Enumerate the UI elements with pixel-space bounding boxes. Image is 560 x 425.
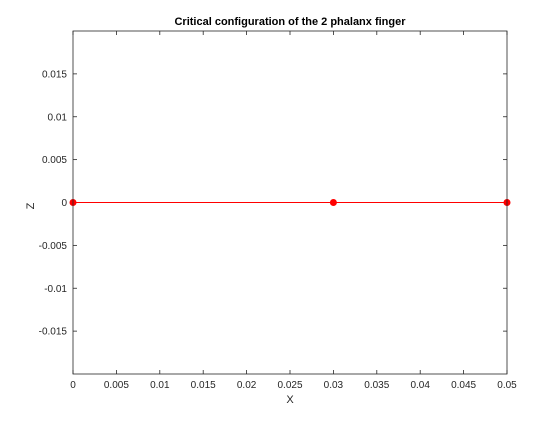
x-tick-label: 0.02	[237, 380, 257, 391]
y-tick-label: 0.01	[48, 112, 68, 123]
y-tick-label: 0.015	[42, 69, 67, 80]
x-tick-label: 0	[70, 380, 76, 391]
x-tick-label: 0.01	[150, 380, 170, 391]
x-tick-label: 0.005	[104, 380, 129, 391]
y-tick-label: 0	[61, 198, 67, 209]
y-tick-label: -0.01	[44, 284, 67, 295]
y-tick-label: 0.005	[42, 155, 67, 166]
y-tick-label: -0.005	[39, 241, 68, 252]
x-tick-label: 0.045	[451, 380, 476, 391]
x-tick-label: 0.025	[277, 380, 302, 391]
data-point	[329, 199, 337, 206]
x-axis-label: X	[286, 394, 294, 406]
y-axis-label: Z	[25, 202, 37, 209]
x-tick-label: 0.03	[324, 380, 344, 391]
ticks-layer: 0 0.005 0.01 0.015 0.02 0.025 0.03 0.035 0.04 0.0…	[39, 31, 517, 391]
x-tick-label: 0.04	[410, 380, 430, 391]
chart-title: Critical configuration of the 2 phalanx …	[174, 16, 406, 28]
x-tick-label: 0.015	[191, 380, 216, 391]
x-tick-label: 0.05	[497, 380, 517, 391]
y-tick-label: -0.015	[39, 327, 68, 338]
x-tick-label: 0.035	[364, 380, 389, 391]
axes-box	[72, 30, 508, 375]
